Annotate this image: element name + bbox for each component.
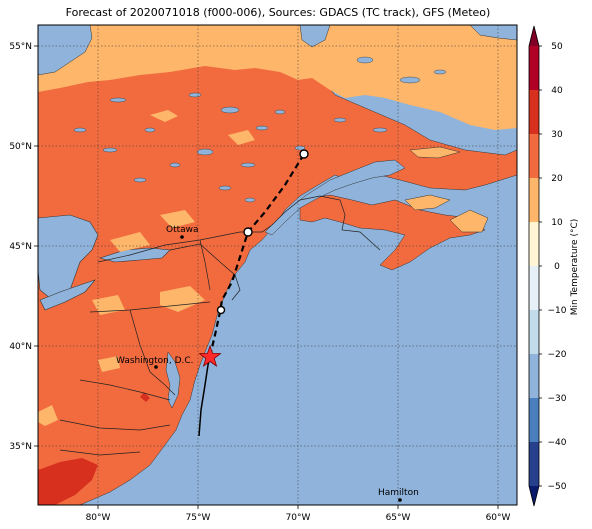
colorbar-segment — [529, 90, 539, 135]
city-label-washington: Washington, D.C. — [116, 356, 194, 366]
land-maritimes — [299, 194, 486, 271]
colorbar-extend-bottom — [529, 486, 539, 506]
cool-patch-7 — [98, 356, 120, 372]
city-label-hamilton: Hamilton — [378, 488, 419, 498]
colorbar-tick-label: 50 — [551, 42, 563, 52]
lat-label: 55°N — [9, 42, 32, 52]
track-point-2-icon — [243, 227, 253, 237]
colorbar-segment — [529, 354, 539, 399]
map-area: Ottawa Washington, D.C. Hamilton — [38, 25, 517, 505]
colorbar-segment — [529, 266, 539, 311]
colorbar-tick-label: −20 — [548, 350, 567, 360]
colorbar-tick-label: −10 — [548, 306, 567, 316]
small-lakes — [73, 56, 447, 203]
cool-patch-8 — [38, 405, 58, 426]
lon-label: 60°W — [486, 513, 511, 523]
colorbar-tick-label: 20 — [551, 174, 563, 184]
colorbar-segment — [529, 134, 539, 179]
city-marker-washington — [154, 365, 158, 369]
bay-ne — [469, 25, 517, 41]
colorbar-tick-label: −50 — [548, 482, 567, 492]
cool-patch-4 — [110, 232, 150, 252]
lon-label: 75°W — [186, 513, 211, 523]
st-lawrence-estuary — [264, 159, 406, 236]
warm-patch-sw — [38, 458, 98, 505]
colorbar-tick-label: −30 — [548, 394, 567, 404]
track-point-3-icon — [216, 305, 226, 315]
colorbar-segment — [529, 398, 539, 443]
colorbar-tick-label: 10 — [551, 218, 563, 228]
city-label-ottawa: Ottawa — [166, 225, 199, 235]
cool-patch-2 — [228, 130, 255, 145]
lon-label: 65°W — [386, 513, 411, 523]
lat-labels: 55°N 50°N 45°N 40°N 35°N — [9, 42, 32, 452]
land-cape-breton — [449, 209, 489, 233]
bay-top — [299, 25, 331, 48]
lon-label: 70°W — [286, 513, 311, 523]
cool-patch-6 — [92, 295, 125, 315]
current-position-star-icon — [198, 344, 222, 367]
cool-band-north — [38, 25, 517, 130]
colorbar-segment — [529, 178, 539, 223]
lake-huron — [38, 214, 99, 301]
lat-label: 45°N — [9, 242, 32, 252]
gridlines — [38, 25, 517, 505]
colorbar-tick-label: 30 — [551, 130, 563, 140]
lake-erie — [39, 279, 96, 311]
land-pei — [404, 194, 451, 211]
cool-patch-1 — [150, 110, 178, 122]
colorbar-tick-label: 0 — [554, 262, 560, 272]
lon-label: 80°W — [86, 513, 111, 523]
colorbar-label: Min Temperature (°C) — [570, 219, 580, 316]
colorbar-segment — [529, 222, 539, 267]
colorbar-tick-label: −40 — [548, 438, 567, 448]
colorbar-segment — [529, 310, 539, 355]
colorbar-extend-top — [529, 26, 539, 46]
track-point-1-icon — [299, 149, 309, 159]
lon-labels: 80°W 75°W 70°W 65°W 60°W — [86, 513, 511, 523]
bay-nw — [38, 25, 93, 76]
colorbar-tick-label: 40 — [551, 86, 563, 96]
lat-label: 35°N — [9, 442, 32, 452]
chart-title: Forecast of 2020071018 (f000-006), Sourc… — [65, 6, 491, 19]
chesapeake-bay — [165, 351, 181, 409]
lat-label: 50°N — [9, 142, 32, 152]
cool-patch-5 — [160, 286, 205, 312]
map-frame — [37, 24, 518, 506]
city-marker-hamilton — [398, 498, 402, 502]
borders — [59, 195, 381, 456]
lat-label: 40°N — [9, 342, 32, 352]
land-anticosti — [409, 146, 461, 159]
colorbar-segment — [529, 46, 539, 91]
city-marker-ottawa — [180, 235, 184, 239]
colorbar: 50 40 30 20 10 0 −10 −20 −30 −40 −50 — [528, 25, 567, 507]
warm-dot-1 — [140, 392, 150, 402]
cool-patch-3 — [160, 210, 195, 228]
colorbar-segment — [529, 442, 539, 487]
axis-ticks — [34, 45, 499, 509]
